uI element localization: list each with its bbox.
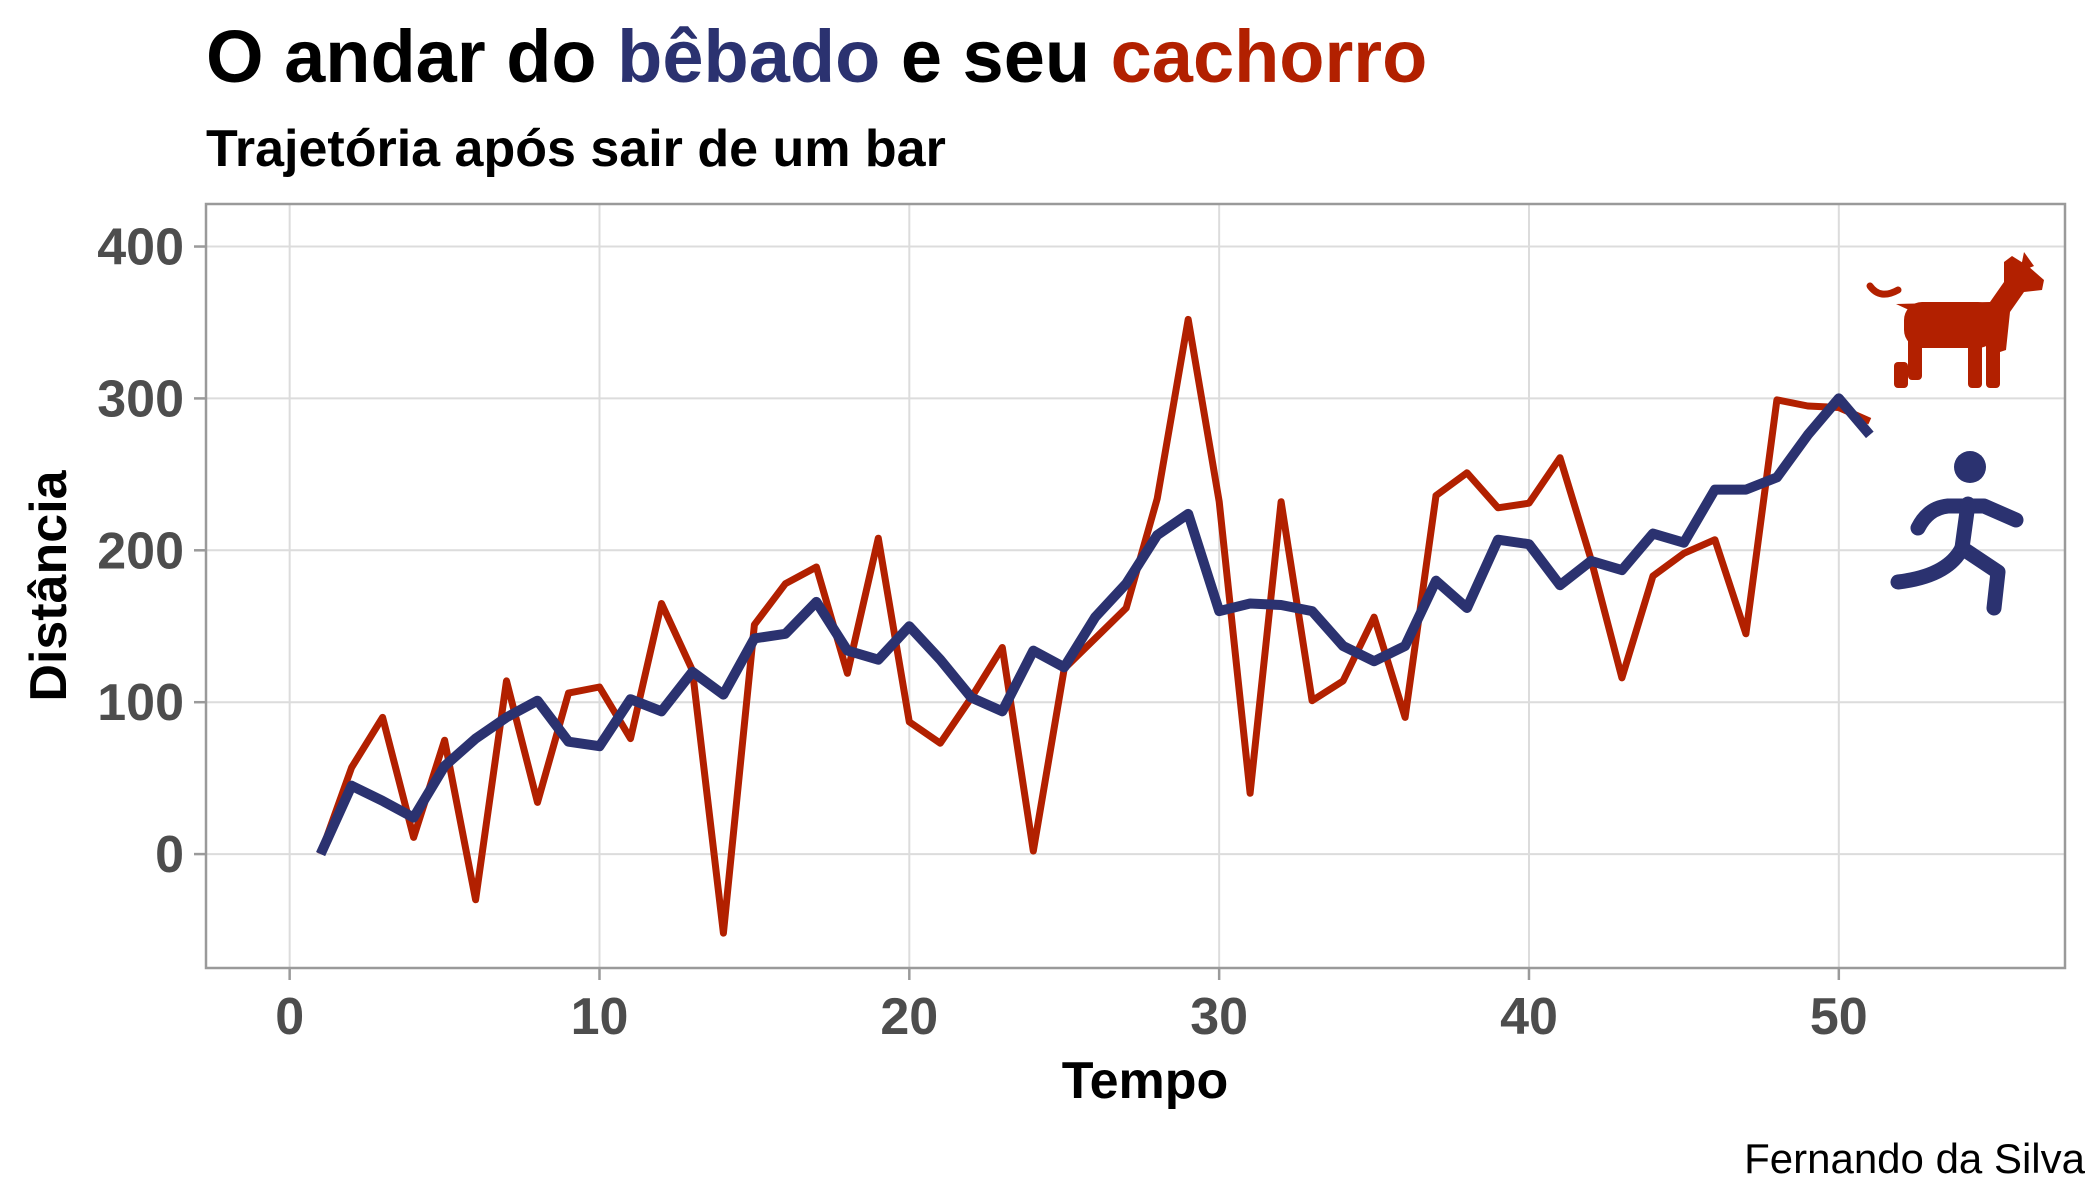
title-part-2: e seu xyxy=(880,15,1110,98)
y-tick-label: 100 xyxy=(97,674,184,732)
plot-panel xyxy=(204,202,2067,970)
y-tick-label: 300 xyxy=(97,370,184,428)
x-tick-label: 30 xyxy=(1190,988,1248,1046)
chart-subtitle: Trajetória após sair de um bar xyxy=(206,120,946,178)
running-person-icon xyxy=(1890,451,2024,616)
x-tick-label: 50 xyxy=(1810,988,1868,1046)
x-tick-label: 0 xyxy=(275,988,304,1046)
x-tick-label: 20 xyxy=(880,988,938,1046)
dog-icon xyxy=(1866,252,2044,388)
y-tick-label: 0 xyxy=(155,826,184,884)
title-part-3: cachorro xyxy=(1111,15,1428,98)
chart-title: O andar do bêbado e seu cachorro xyxy=(206,15,1427,98)
title-part-1: bêbado xyxy=(617,15,880,98)
axis-ticks: 0 10 20 30 40 50 0 100 200 300 400 xyxy=(97,219,1868,1046)
series-lines xyxy=(316,315,1874,937)
x-axis-title: Tempo xyxy=(1062,1052,1229,1110)
x-tick-label: 40 xyxy=(1500,988,1558,1046)
y-tick-label: 200 xyxy=(97,522,184,580)
y-axis-title: Distância xyxy=(20,469,78,701)
title-part-0: O andar do xyxy=(206,15,617,98)
x-tick-label: 10 xyxy=(571,988,629,1046)
series-line-cachorro xyxy=(317,315,1872,937)
series-line-bebado xyxy=(316,393,1874,857)
y-tick-label: 400 xyxy=(97,219,184,277)
caption: Fernando da Silva xyxy=(1744,1135,2086,1182)
